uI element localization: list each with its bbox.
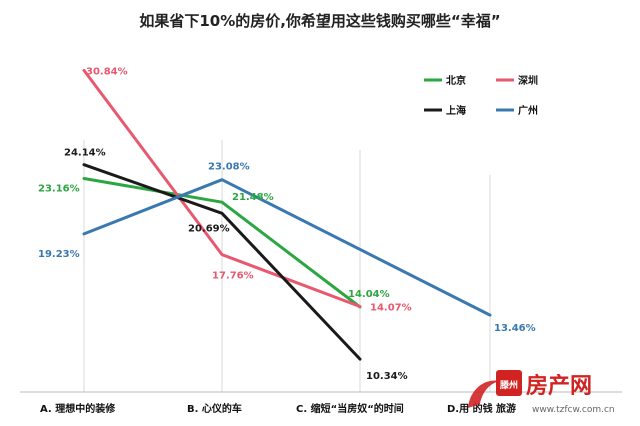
legend-label-3: 上海	[446, 104, 466, 117]
legend-label-4: 广州	[518, 104, 538, 117]
series-lines	[82, 68, 492, 361]
value-label-2-2: 17.76%	[212, 271, 254, 282]
watermark: 滕州 房产网 www.tzfcw.com.cn	[468, 370, 615, 415]
watermark-badge	[496, 370, 522, 396]
legend-label-2: 深圳	[518, 74, 538, 87]
chart-title: 如果省下10%的房价,你希望用这些钱购买哪些“幸福”	[139, 12, 500, 30]
category-label-2: B. 心仪的车	[187, 402, 242, 415]
series-line-1	[82, 177, 362, 309]
category-label-4: D.用 的钱 旅游	[447, 402, 516, 415]
legend-label-1: 北京	[446, 74, 466, 87]
category-labels: A. 理想中的装修 B. 心仪的车 C. 缩短“当房奴“的时间 D.用 的钱 旅游	[40, 402, 516, 415]
value-labels: 23.16% 21.48% 14.04% 30.84% 17.76% 14.07% 24.1…	[38, 66, 536, 382]
category-label-3: C. 缩短“当房奴“的时间	[296, 402, 404, 415]
series-line-4	[82, 178, 492, 317]
watermark-brand: 房产网	[526, 373, 592, 399]
series-line-2	[82, 68, 362, 308]
value-label-3-3: 10.34%	[366, 371, 408, 382]
value-label-1-3: 14.04%	[348, 289, 390, 300]
value-label-4-2: 23.08%	[208, 162, 250, 173]
value-label-3-2: 20.69%	[188, 223, 230, 234]
watermark-swoosh-icon	[468, 380, 500, 408]
value-label-2-1: 30.84%	[86, 66, 128, 77]
watermark-url: www.tzfcw.com.cn	[532, 405, 615, 415]
value-label-4-4: 13.46%	[494, 323, 536, 334]
gridlines	[83, 140, 491, 392]
series-line-3	[82, 163, 362, 361]
category-label-1: A. 理想中的装修	[40, 402, 116, 415]
value-label-1-2: 21.48%	[232, 192, 274, 203]
value-label-3-1: 24.14%	[64, 148, 106, 159]
value-label-1-1: 23.16%	[38, 184, 80, 195]
value-label-2-3: 14.07%	[370, 303, 412, 314]
watermark-city: 滕州	[500, 379, 518, 391]
value-label-4-1: 19.23%	[38, 249, 80, 260]
